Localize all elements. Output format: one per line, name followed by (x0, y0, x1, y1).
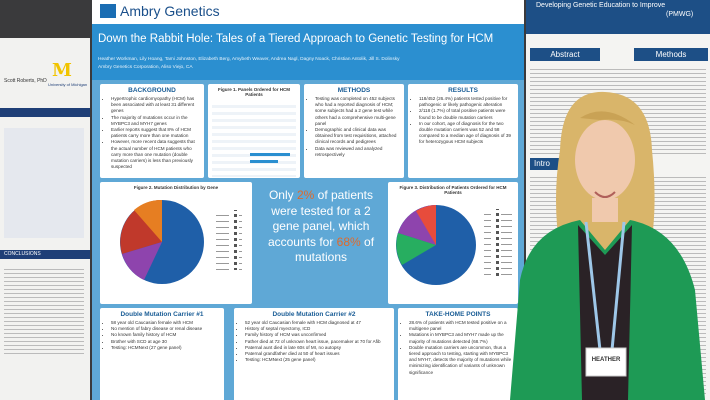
main-poster: Ambry Genetics Down the Rabbit Hole: Tal… (92, 0, 524, 400)
bullet-list: Testing was completed on 452 subjects wh… (308, 96, 400, 158)
right-heading: Methods (634, 48, 708, 61)
bullet: Data was reviewed and analyzed retrospec… (315, 146, 400, 158)
pie-shape (134, 199, 162, 242)
section-box: Double Mutation Carrier #1 58 year old Ca… (100, 308, 224, 400)
left-band (0, 108, 90, 117)
bullet: Demographic and clinical data was obtain… (315, 127, 400, 146)
section-box: METHODS Testing was completed on 452 subj… (304, 84, 404, 178)
figure-box: Figure 1. Panels Ordered for HCM Patient… (208, 84, 300, 178)
figure-box: Figure 3. Distribution of Patients Order… (388, 182, 518, 304)
section-heading: Double Mutation Carrier #1 (120, 311, 204, 318)
bullet: Hypertrophic cardiomyopathy (HCM) has be… (111, 96, 200, 115)
section-heading: TAKE-HOME POINTS (425, 311, 491, 318)
bullet: 2/118 (1.7%) of total positive patients … (419, 108, 514, 120)
poster-title: Down the Rabbit Hole: Tales of a Tiered … (98, 33, 494, 45)
bar-figure (212, 101, 296, 177)
badge-name: HEATHER (592, 357, 621, 363)
pie-figure (396, 205, 512, 285)
title-band: Down the Rabbit Hole: Tales of a Tiered … (92, 24, 524, 80)
bullet: History of septal myectomy, ICD (245, 326, 390, 332)
pie-figure (120, 199, 242, 284)
figure-box: Figure 2. Mutation Distribution by Gene (100, 182, 252, 304)
bullet: Family history of HCM was unconfirmed (245, 332, 390, 338)
callout-highlight: 68% (336, 234, 361, 249)
bullet: The majority of mutations occur in the M… (111, 115, 200, 127)
section-heading: BACKGROUND (128, 87, 176, 94)
left-poster: Scott Roberts, PhD M University of Michi… (0, 38, 90, 400)
bullet-list: 118/452 (26.4%) patients tested positive… (412, 96, 514, 146)
section-box: BACKGROUND Hypertrophic cardiomyopathy (H… (100, 84, 204, 178)
bullet: 118/452 (26.4%) patients tested positive… (419, 96, 514, 108)
section-box: Double Mutation Carrier #2 52 year old Ca… (234, 308, 394, 400)
bar-shape (250, 153, 290, 156)
bullet: 52 year old Caucasian female with HCM di… (245, 320, 390, 326)
callout-text: of mutations (294, 234, 375, 265)
legend-shape (484, 209, 512, 279)
bullet: Father died at 72 of unknown heart issue… (245, 339, 390, 345)
right-header: Developing Genetic Education to Improve … (526, 0, 710, 34)
bullet: However, more recent data suggests that … (111, 139, 200, 170)
brand: Ambry Genetics (120, 3, 220, 19)
lanyard (584, 221, 626, 351)
bullet-list: Hypertrophic cardiomyopathy (HCM) has be… (104, 96, 200, 170)
figure-caption: Figure 1. Panels Ordered for HCM Patient… (217, 87, 290, 97)
michigan-logo: M (52, 60, 72, 81)
right-title: Developing Genetic Education to Improve (536, 2, 666, 9)
callout-text: of patients were tested for a 2 gene pan… (267, 188, 374, 249)
bullet: No known family history of HCM (111, 332, 220, 338)
bullet: In our cohort, age of diagnosis for the … (419, 121, 514, 146)
bullet: Testing: HCMNext (25 gene panel) (245, 357, 390, 363)
bullet: No mention of fabry disease or renal dis… (111, 326, 220, 332)
callout: Only 2% of patients were tested for a 2 … (258, 188, 384, 266)
section-box: RESULTS 118/452 (26.4%) patients tested p… (408, 84, 518, 178)
section-heading: METHODS (337, 87, 371, 94)
neck (592, 198, 618, 222)
left-author: Scott Roberts, PhD (4, 78, 47, 84)
affiliation: Ambry Genetics Corporation, Aliso Viejo,… (98, 65, 193, 70)
bullet-list: 28.6% of patients with HCM tested positi… (402, 320, 514, 376)
left-school: University of Michigan (48, 82, 88, 87)
pie-shape (122, 242, 162, 280)
poster-header: Ambry Genetics (92, 0, 524, 24)
smile (594, 191, 616, 198)
legend-shape (216, 210, 242, 270)
left-text (4, 266, 84, 356)
bullet: Mutations in MYBPC3 and MYH7 made up the… (409, 332, 514, 344)
bullet: Brother with SCD at age 30 (111, 339, 220, 345)
bullet: Testing was completed on 452 subjects wh… (315, 96, 400, 127)
face (575, 120, 635, 200)
bullet: Testing: HCMNext (27 gene panel) (111, 345, 220, 351)
figure-caption: Figure 3. Distribution of Patients Order… (399, 185, 507, 195)
pie-shape (396, 233, 436, 265)
right-tag: (PMWG) (666, 11, 694, 18)
callout-highlight: 2% (296, 188, 315, 202)
bullet: Paternal grandfather died at 50 of heart… (245, 351, 390, 357)
bullet-list: 52 year old Caucasian female with HCM di… (238, 320, 390, 363)
figure-caption: Figure 2. Mutation Distribution by Gene (133, 185, 219, 190)
bullet: 28.6% of patients with HCM tested positi… (409, 320, 514, 332)
bar-shape (250, 160, 278, 163)
person: HEATHER (510, 91, 705, 400)
right-heading: Abstract (530, 48, 600, 61)
left-heading: CONCLUSIONS (0, 250, 90, 259)
section-heading: RESULTS (448, 87, 478, 94)
pie-shape (416, 205, 436, 245)
badge-card (585, 347, 627, 377)
left-chart (4, 128, 84, 238)
logo-icon (100, 4, 116, 18)
bullet: Earlier reports suggest that 8% of HCM p… (111, 127, 200, 139)
section-box: TAKE-HOME POINTS 28.6% of patients with H… (398, 308, 518, 400)
hair-fringe (580, 111, 635, 125)
bullet: Double mutation carriers are uncommon, t… (409, 345, 514, 376)
callout-text: Only (268, 188, 297, 202)
authors: Heather Workman, Lily Hoang, Tami Johnst… (98, 57, 400, 62)
bullet: Paternal aunt died in late 60s of MI, no… (245, 345, 390, 351)
section-heading: Double Mutation Carrier #2 (272, 311, 356, 318)
bullet-list: 58 year old Caucasian female with HCMNo … (104, 320, 220, 351)
bullet: 58 year old Caucasian female with HCM (111, 320, 220, 326)
